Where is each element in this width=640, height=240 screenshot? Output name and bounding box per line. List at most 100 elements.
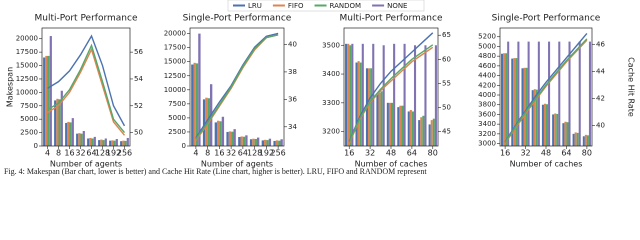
y2-tick-label: 52: [134, 102, 143, 110]
y2-tick-label: 40: [596, 122, 605, 130]
bar: [355, 62, 358, 146]
x-tick-label: 16: [500, 149, 510, 158]
bar: [382, 45, 385, 146]
y-tick-label: 7500: [168, 100, 186, 108]
plot-frame: [499, 27, 593, 147]
x-tick-label: 32: [75, 149, 85, 158]
y2-tick-label: 34: [288, 123, 297, 131]
bar: [418, 120, 421, 146]
bar: [54, 100, 57, 146]
bar: [273, 140, 276, 146]
bar: [517, 41, 520, 146]
hit-rate-line: [348, 32, 434, 142]
y-tick-label: 0: [34, 142, 38, 150]
bar: [252, 138, 255, 146]
bar: [556, 113, 559, 146]
y2-tick-label: 46: [596, 40, 605, 48]
bar: [240, 136, 243, 146]
y2-tick-label: 50: [134, 129, 143, 137]
y-tick-label: 2500: [20, 129, 38, 137]
y2-tick-label: 40: [288, 40, 297, 48]
bar: [527, 41, 530, 146]
x-tick-label: 4: [193, 149, 198, 158]
x-axis-title: Number of agents: [50, 160, 122, 169]
bar: [568, 41, 571, 146]
x-tick-label: 80: [428, 149, 438, 158]
y2-tick-label: 56: [134, 48, 143, 56]
x-tick-label: 8: [56, 149, 61, 158]
hit-rate-line: [47, 47, 126, 136]
bar: [505, 53, 508, 146]
bar: [409, 110, 412, 146]
x-tick-label: 80: [582, 149, 592, 158]
y-tick-label: 20000: [164, 30, 186, 38]
bar: [357, 61, 360, 146]
bar: [578, 41, 581, 146]
bar: [124, 140, 127, 146]
bar: [393, 43, 396, 146]
bar: [411, 111, 414, 146]
bar: [219, 121, 222, 146]
y-tick-label: 5000: [20, 115, 38, 123]
plot-frame: [343, 27, 439, 147]
bar: [574, 132, 577, 146]
bar: [403, 43, 406, 146]
bar: [93, 136, 96, 146]
y-axis-title: Makespan: [6, 67, 15, 107]
bar: [422, 115, 425, 146]
x-tick-label: 32: [365, 149, 375, 158]
y-tick-label: 5200: [478, 33, 496, 41]
legend-label: RANDOM: [330, 2, 362, 10]
bar: [214, 122, 218, 146]
bar: [564, 121, 567, 146]
x-tick-label: 64: [407, 149, 417, 158]
bar: [388, 102, 391, 146]
bar: [407, 111, 410, 146]
subplot-title: Multi-Port Performance: [35, 14, 138, 24]
bar: [56, 98, 59, 146]
y-tick-label: 12500: [164, 72, 186, 80]
x-tick-label: 192: [259, 149, 274, 158]
x-tick-label: 128: [247, 149, 262, 158]
x-axis-title: Number of agents: [201, 160, 273, 169]
bar: [424, 45, 427, 146]
x-tick-label: 192: [106, 149, 121, 158]
bar: [78, 133, 81, 146]
bar: [546, 104, 549, 146]
bar: [126, 137, 129, 146]
bar: [376, 94, 379, 146]
bar: [87, 138, 90, 146]
bar: [370, 68, 373, 146]
x-tick-label: 64: [238, 149, 248, 158]
bar: [100, 139, 103, 146]
y-tick-label: 20000: [16, 35, 38, 43]
y2-tick-label: 38: [288, 68, 297, 76]
figure: Fig. 4: Makespan (Bar chart, lower is be…: [4, 0, 636, 176]
y-tick-label: 15000: [164, 58, 186, 66]
hit-rate-line: [504, 38, 588, 143]
y2-tick-label: 36: [288, 95, 297, 103]
x-tick-label: 4: [45, 149, 50, 158]
y2-tick-label: 45: [442, 128, 451, 136]
subplot: Single-Port Performance Number of caches C…: [478, 14, 635, 169]
bar: [554, 113, 557, 146]
bar: [60, 90, 63, 146]
bar: [351, 43, 354, 146]
bar: [501, 53, 504, 146]
bar: [434, 45, 437, 146]
bar: [507, 41, 510, 146]
x-tick-label: 128: [95, 149, 110, 158]
bar: [45, 55, 48, 146]
bar: [254, 138, 257, 146]
bar: [521, 68, 524, 146]
bar: [67, 121, 70, 146]
subplot: Single-Port Performance Number of agents 0…: [164, 14, 298, 169]
bar: [372, 43, 375, 146]
y-tick-label: 4200: [478, 81, 496, 89]
bar: [541, 104, 544, 146]
bar: [43, 57, 46, 146]
bar: [543, 103, 546, 146]
y-tick-label: 4800: [478, 52, 496, 60]
subplot-title: Single-Port Performance: [492, 14, 601, 24]
bar: [278, 140, 281, 146]
